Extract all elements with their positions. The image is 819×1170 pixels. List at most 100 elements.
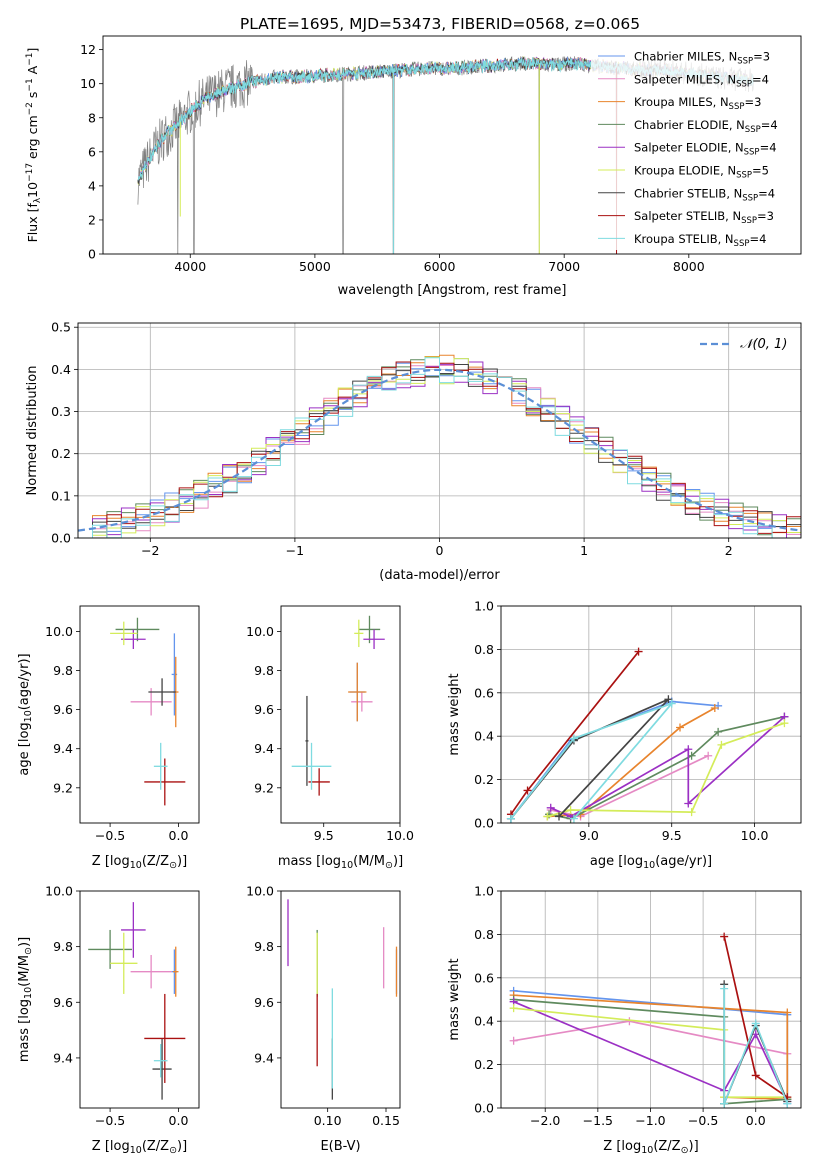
y-axis-label: mass [log10(M/M⊙)] bbox=[17, 937, 34, 1062]
legend-sub: SSP bbox=[737, 57, 753, 67]
y-axis-label: mass weight bbox=[447, 958, 462, 1040]
weight-marker-salpeter-stelib bbox=[523, 786, 532, 795]
weight-lines bbox=[506, 647, 789, 823]
label-text: 10 bbox=[23, 710, 34, 722]
label-text: )] bbox=[393, 854, 403, 869]
label-text: Z [log bbox=[92, 854, 130, 869]
y-tick-label: 10 bbox=[80, 76, 96, 91]
y-tick-label: 6 bbox=[88, 144, 96, 159]
legend-label-salpeter-miles: Salpeter MILES, NSSP=4 bbox=[634, 72, 769, 89]
axes-frame bbox=[500, 605, 802, 824]
label-text: age [log bbox=[590, 854, 643, 869]
x-axis-label: Z [log10(Z/Z⊙)] bbox=[92, 1139, 187, 1156]
errorbars bbox=[110, 617, 186, 806]
legend-eq: =3 bbox=[744, 95, 761, 109]
weight_vs_Z-panel: −2.0 −1.5 −1.0 −0.5 0.0 0.0 0.2 0.4 0.6 0.8 1.0 Z [… bbox=[447, 884, 802, 1156]
x-tick-label: 6000 bbox=[424, 259, 456, 274]
label-text: Flux [f bbox=[25, 203, 40, 243]
label-text: age [log bbox=[17, 722, 32, 775]
x-axis-label: age [log10(age/yr)] bbox=[590, 854, 712, 871]
label-text: (Z/Z bbox=[142, 854, 169, 869]
weight-line-kroupa-miles bbox=[547, 707, 716, 818]
x-tick-label: −1.5 bbox=[583, 1113, 613, 1128]
legend-imf: Salpeter MILES, N bbox=[634, 72, 736, 86]
label-text: ⊙ bbox=[169, 860, 177, 871]
y-tick-label: 12 bbox=[80, 42, 96, 57]
weight-marker-kroupa-stelib bbox=[720, 984, 729, 993]
y-tick-label: 9.2 bbox=[254, 780, 274, 795]
axes-frame bbox=[79, 890, 200, 1109]
label-text: 10 bbox=[641, 1145, 653, 1156]
y-tick-label: 0.4 bbox=[474, 729, 494, 744]
axes-frame bbox=[77, 322, 802, 539]
weight-marker-kroupa-elodie bbox=[780, 719, 789, 728]
y-tick-label: 0.1 bbox=[51, 488, 71, 503]
x-axis-label: E(B-V) bbox=[320, 1139, 360, 1154]
histogram-chabrier-miles bbox=[78, 358, 801, 538]
legend-label-chabrier-miles: Chabrier MILES, NSSP=3 bbox=[634, 50, 770, 67]
label-text: (Z/Z bbox=[653, 1139, 680, 1154]
legend-imf: Chabrier ELODIE, N bbox=[634, 118, 745, 132]
axes-frame bbox=[280, 890, 401, 1109]
weight-marker-salpeter-stelib bbox=[720, 932, 729, 941]
mass_vs_Z-panel: −0.5 0.09.49.69.810.0Z [log10(Z/Z⊙)]mass … bbox=[17, 884, 200, 1156]
weight-marker-kroupa-stelib bbox=[569, 734, 578, 743]
y-axis-label: mass weight bbox=[447, 673, 462, 755]
y-tick-label: 9.8 bbox=[254, 939, 274, 954]
y-tick-label: 0.4 bbox=[474, 1014, 494, 1029]
errorbars bbox=[88, 902, 186, 1100]
y-tick-label: 9.6 bbox=[254, 702, 274, 717]
y-tick-label: 0.4 bbox=[51, 362, 71, 377]
legend-label-normal: 𝒩(0, 1) bbox=[740, 337, 787, 352]
label-text: −17 bbox=[25, 163, 35, 182]
spectrum-panel: 4000 5000 6000 7000 8000 0 2 4 6 8 10 12 wavelength … bbox=[25, 35, 802, 298]
weight-marker-salpeter-elodie bbox=[546, 803, 555, 812]
weight-marker-kroupa-elodie bbox=[717, 740, 726, 749]
y-tick-label: 9.8 bbox=[254, 663, 274, 678]
y-tick-label: 0.6 bbox=[474, 685, 494, 700]
x-tick-label: 0.0 bbox=[169, 828, 189, 843]
label-text: s bbox=[25, 92, 40, 103]
legend-label-kroupa-miles: Kroupa MILES, NSSP=3 bbox=[634, 95, 761, 112]
y-tick-label: 0.5 bbox=[51, 320, 71, 335]
x-tick-label: −2.0 bbox=[530, 1113, 560, 1128]
figure-title: PLATE=1695, MJD=53473, FIBERID=0568, z=0… bbox=[240, 15, 640, 33]
x-tick-label: −0.5 bbox=[95, 1113, 125, 1128]
label-text: )] bbox=[689, 1139, 699, 1154]
label-text: mass [log bbox=[278, 854, 341, 869]
weight-marker-chabrier-stelib bbox=[664, 695, 673, 704]
x-axis-label: Z [log10(Z/Z⊙)] bbox=[92, 854, 187, 871]
legend-imf: Chabrier MILES, N bbox=[634, 50, 737, 64]
y-tick-label: 9.6 bbox=[53, 995, 73, 1010]
y-tick-label: 0.2 bbox=[51, 446, 71, 461]
y-tick-label: 10.0 bbox=[45, 884, 73, 899]
x-tick-label: −1.0 bbox=[635, 1113, 665, 1128]
x-tick-label: 10.0 bbox=[741, 828, 769, 843]
label-text: Z [log bbox=[92, 1139, 130, 1154]
x-axis-label: mass [log10(M/M⊙)] bbox=[278, 854, 403, 871]
x-tick-label: 0.15 bbox=[372, 1113, 400, 1128]
weight-marker-kroupa-miles bbox=[676, 723, 685, 732]
normal-curve bbox=[78, 368, 801, 532]
x-tick-label: 9.5 bbox=[662, 828, 682, 843]
legend-sub: SSP bbox=[736, 171, 752, 181]
legend-label-kroupa-stelib: Kroupa STELIB, NSSP=4 bbox=[634, 232, 766, 249]
y-tick-label: 0.3 bbox=[51, 404, 71, 419]
legend-label-kroupa-elodie: Kroupa ELODIE, NSSP=5 bbox=[634, 164, 769, 181]
weight-marker-kroupa-miles bbox=[710, 703, 719, 712]
weight-lines bbox=[509, 932, 792, 1108]
y-tick-label: 10.0 bbox=[45, 624, 73, 639]
weight-line-kroupa-stelib bbox=[723, 988, 789, 1105]
label-text: (age/yr)] bbox=[17, 653, 32, 710]
y-axis-label: age [log10(age/yr)] bbox=[17, 653, 34, 775]
y-tick-label: 9.2 bbox=[53, 780, 73, 795]
legend-label-chabrier-stelib: Chabrier STELIB, NSSP=4 bbox=[634, 186, 775, 203]
legend-sub: SSP bbox=[745, 125, 761, 135]
y-tick-label: 10.0 bbox=[246, 624, 274, 639]
errorbars bbox=[287, 899, 398, 1100]
label-text: 10 bbox=[130, 860, 142, 871]
label-text: λ bbox=[33, 197, 43, 203]
axes-frame bbox=[280, 605, 401, 824]
y-tick-label: 0.8 bbox=[474, 927, 494, 942]
